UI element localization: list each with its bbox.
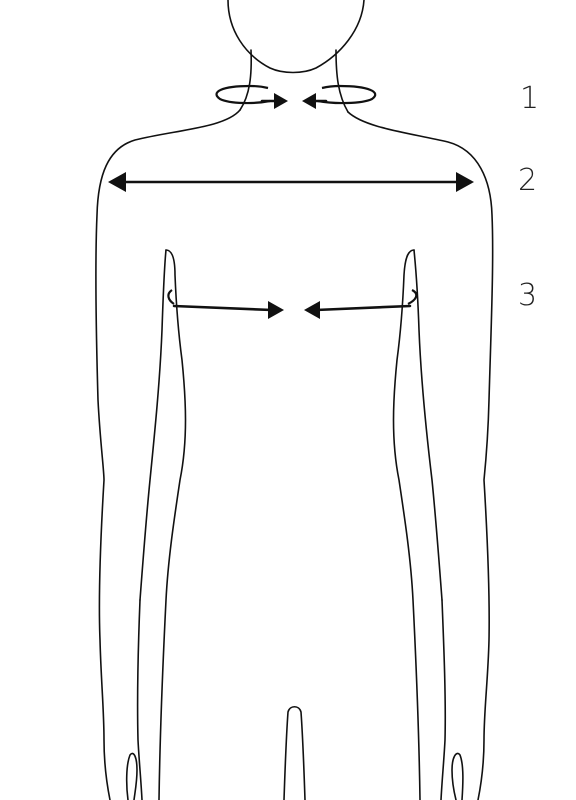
shoulder-measurement	[108, 172, 474, 192]
leg-divider-outline	[283, 705, 306, 800]
chest-arrow-left-shaft	[172, 304, 274, 312]
right-torso-side-outline	[413, 249, 443, 601]
neck-arrow-left-head	[274, 93, 288, 109]
left-forearm-outline	[136, 599, 143, 800]
shoulder-arrow-right-head	[456, 172, 474, 192]
left-hand-outline	[125, 752, 138, 800]
left-inner-arm-outline	[158, 249, 187, 800]
chest-measurement	[167, 289, 418, 319]
chest-arrow-left-head	[268, 301, 284, 319]
chest-loop-right	[407, 289, 418, 305]
head-outline	[227, 0, 365, 74]
neck-arrow-right-head	[302, 93, 316, 109]
neck-loop-left	[215, 84, 271, 105]
right-hand-outline	[451, 752, 464, 800]
neck-left-outline	[239, 49, 253, 111]
shoulder-arrow-left-head	[108, 172, 126, 192]
measurement-label-1: 1	[520, 81, 539, 116]
measurement-label-2: 2	[518, 163, 537, 198]
right-shoulder-arm-outline	[347, 111, 494, 800]
right-forearm-outline	[440, 599, 447, 800]
measurement-label-3: 3	[518, 278, 537, 313]
neck-loop-right	[317, 84, 377, 105]
left-torso-side-outline	[139, 249, 167, 601]
left-shoulder-arm-outline	[95, 109, 241, 800]
right-inner-arm-outline	[392, 249, 421, 800]
chest-loop-left	[167, 289, 175, 305]
chest-arrow-right-shaft	[314, 304, 412, 312]
neck-right-outline	[335, 49, 349, 113]
chest-arrow-right-head	[304, 301, 320, 319]
neck-measurement	[215, 84, 377, 109]
